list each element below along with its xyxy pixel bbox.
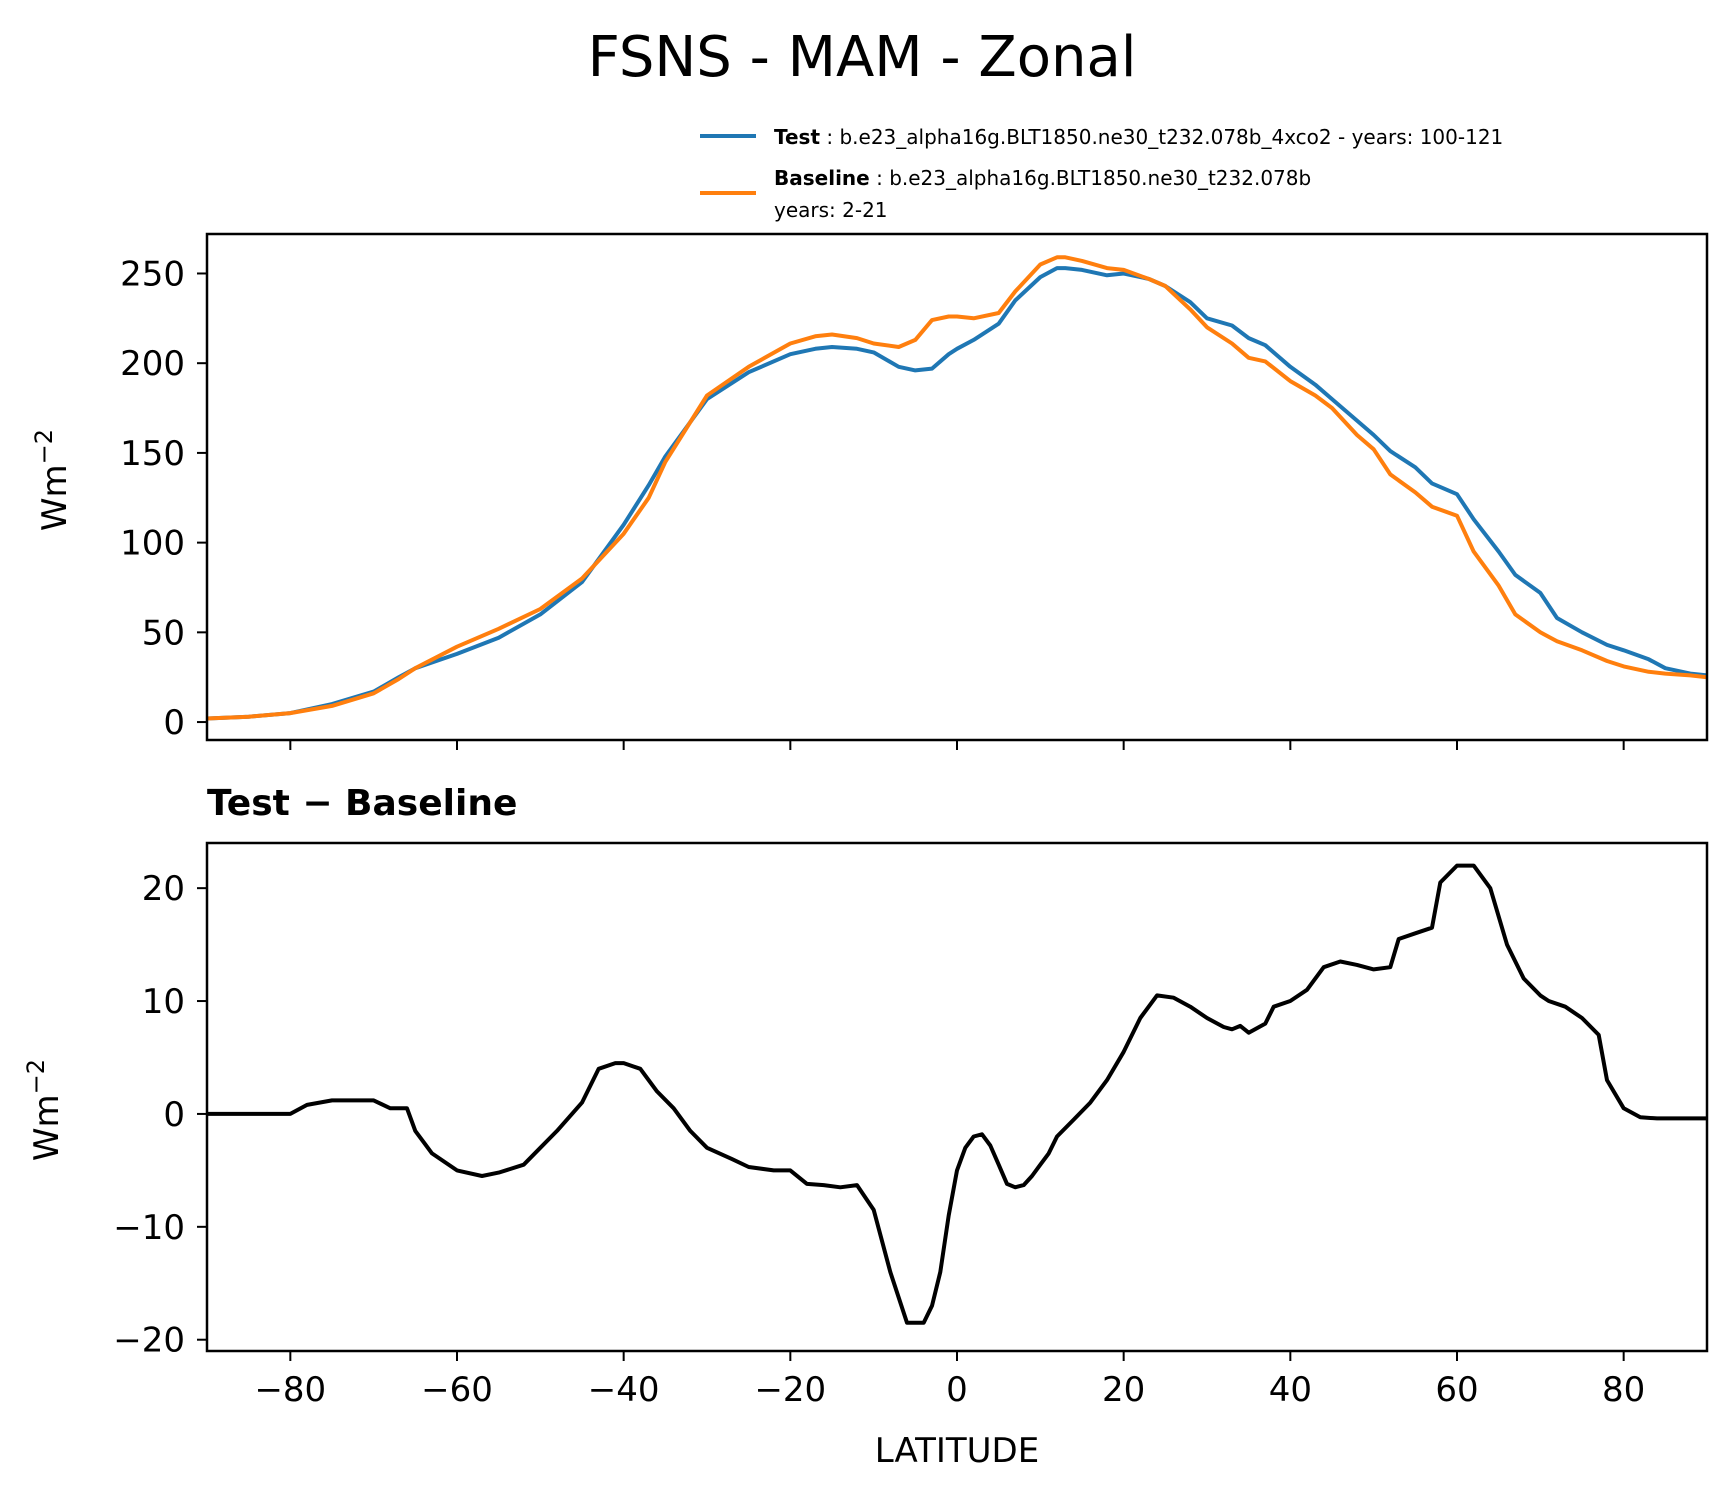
bottom-y-tick-label: 0 bbox=[163, 1095, 185, 1135]
legend-label-test: Test : b.e23_alpha16g.BLT1850.ne30_t232.… bbox=[774, 125, 1503, 149]
legend-label-baseline: Baseline : b.e23_alpha16g.BLT1850.ne30_t… bbox=[774, 166, 1311, 190]
legend: Test : b.e23_alpha16g.BLT1850.ne30_t232.… bbox=[700, 125, 1503, 222]
bottom-y-tick-label: 20 bbox=[142, 869, 185, 909]
top-y-tick-label: 250 bbox=[120, 254, 185, 294]
bottom-x-tick-label: 20 bbox=[1102, 1370, 1145, 1410]
top-y-ticks: 0 50 100 150 200 250 bbox=[120, 254, 207, 743]
bottom-y-ticks: −20 −10 0 10 20 bbox=[113, 869, 207, 1361]
x-axis-label: LATITUDE bbox=[875, 1431, 1039, 1471]
bottom-plot-frame bbox=[205, 841, 1709, 1353]
bottom-x-tick-label: 0 bbox=[946, 1370, 968, 1410]
bottom-x-ticks: −80 −60 −40 −20 0 20 40 60 80 bbox=[254, 1351, 1645, 1410]
bottom-x-tick-label: 40 bbox=[1269, 1370, 1312, 1410]
bottom-series-lines bbox=[207, 863, 1707, 1325]
bottom-x-tick-label: −20 bbox=[754, 1370, 826, 1410]
top-series-test bbox=[206, 266, 1708, 721]
bottom-x-tick-label: 60 bbox=[1435, 1370, 1478, 1410]
bottom-y-tick-label: −10 bbox=[113, 1208, 185, 1248]
bottom-y-tick-label: −20 bbox=[113, 1321, 185, 1361]
bottom-x-tick-label: −40 bbox=[588, 1370, 660, 1410]
top-series-lines bbox=[206, 255, 1708, 721]
top-y-tick-label: 200 bbox=[120, 344, 185, 384]
top-plot-frame bbox=[205, 232, 1709, 742]
top-y-tick-label: 150 bbox=[120, 434, 185, 474]
top-y-tick-label: 50 bbox=[142, 613, 185, 653]
bottom-series-test-baseline bbox=[207, 863, 1707, 1325]
bottom-panel: Test − Baseline −20 −10 0 10 20 −80 −60 −40 −20… bbox=[22, 783, 1709, 1471]
bottom-x-tick-label: −60 bbox=[421, 1370, 493, 1410]
figure-title: FSNS - MAM - Zonal bbox=[588, 25, 1137, 90]
top-y-tick-label: 0 bbox=[163, 703, 185, 743]
legend-label-baseline-years: years: 2-21 bbox=[774, 198, 888, 222]
top-panel: 0 50 100 150 200 250 Wm−2 bbox=[30, 232, 1709, 750]
top-y-tick-label: 100 bbox=[120, 524, 185, 564]
top-y-axis-label: Wm−2 bbox=[30, 429, 75, 531]
bottom-x-tick-label: −80 bbox=[254, 1370, 326, 1410]
top-x-ticks bbox=[289, 740, 1625, 750]
bottom-y-tick-label: 10 bbox=[142, 982, 185, 1022]
bottom-panel-title: Test − Baseline bbox=[207, 783, 517, 824]
bottom-x-tick-label: 80 bbox=[1602, 1370, 1645, 1410]
bottom-y-axis-label: Wm−2 bbox=[22, 1059, 67, 1161]
top-series-baseline bbox=[206, 255, 1708, 721]
